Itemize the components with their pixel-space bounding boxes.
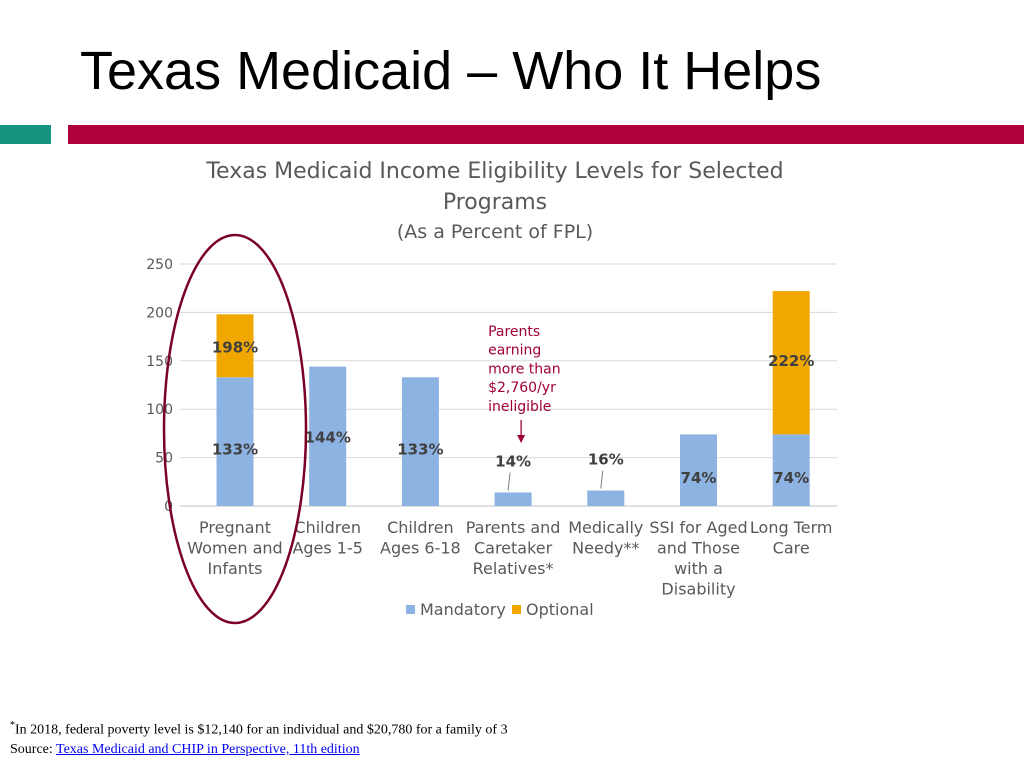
annotation-text: earning <box>488 343 541 359</box>
bar-optional <box>772 291 810 435</box>
data-label: 16% <box>588 451 624 469</box>
legend-swatch <box>512 605 521 614</box>
bar-mandatory <box>401 377 439 506</box>
y-tick-label: 250 <box>146 257 173 273</box>
annotation-arrowhead <box>517 435 526 443</box>
x-category-label: Long Term <box>750 518 833 537</box>
x-category-label: Infants <box>207 559 262 578</box>
annotation-text: Parents <box>488 324 540 340</box>
bar-optional <box>216 314 254 378</box>
chart-title: Texas Medicaid Income Eligibility Levels… <box>206 159 784 215</box>
annotation-text: more than <box>488 361 561 377</box>
legend-label: Optional <box>526 600 594 619</box>
bar-mandatory <box>772 434 810 506</box>
legend-label: Mandatory <box>420 600 506 619</box>
x-category-label: Children <box>387 518 454 537</box>
footnote-fpl: *In 2018, federal poverty level is $12,1… <box>10 716 508 740</box>
source-label: Source: <box>10 741 57 757</box>
data-label: 74% <box>681 469 717 487</box>
x-category-label: SSI for Aged <box>649 518 747 537</box>
data-label: 144% <box>305 429 351 447</box>
footnote-source: Source: Texas Medicaid and CHIP in Persp… <box>10 740 508 759</box>
x-category-label: Ages 1-5 <box>292 539 363 558</box>
x-category-label: Women and <box>187 539 282 558</box>
slide-title: Texas Medicaid – Who It Helps <box>80 41 822 101</box>
leader-line <box>507 472 511 491</box>
annotation-text: ineligible <box>488 399 551 415</box>
data-label: 222% <box>768 352 814 370</box>
x-category-label: Pregnant <box>199 518 271 537</box>
x-category-label: Caretaker <box>474 539 553 558</box>
footnote: *In 2018, federal poverty level is $12,1… <box>10 716 508 759</box>
source-link[interactable]: Texas Medicaid and CHIP in Perspective, … <box>56 741 360 757</box>
x-category-label: Medically <box>568 518 643 537</box>
bar-mandatory <box>680 434 717 506</box>
crimson-header-bar <box>68 125 1024 144</box>
data-label: 74% <box>773 469 809 487</box>
bar-mandatory <box>216 377 254 506</box>
data-label: 133% <box>397 441 443 459</box>
legend-swatch <box>406 605 415 614</box>
x-category-label: Relatives* <box>473 559 554 578</box>
x-category-label: Ages 6-18 <box>380 539 461 558</box>
y-tick-label: 200 <box>146 305 173 321</box>
x-category-label: and Those <box>657 539 740 558</box>
y-tick-label: 150 <box>146 354 173 370</box>
bar-mandatory <box>309 366 347 506</box>
data-label: 133% <box>212 441 258 459</box>
bar-mandatory <box>587 490 625 506</box>
x-category-label: Needy** <box>572 539 639 558</box>
bar-mandatory <box>494 492 532 506</box>
footnote-text: In 2018, federal poverty level is $12,14… <box>15 722 508 738</box>
data-label: 198% <box>212 338 258 356</box>
annotation-text: $2,760/yr <box>488 380 556 396</box>
chart-title-block: Texas Medicaid Income Eligibility Levels… <box>180 156 810 246</box>
y-tick-label: 100 <box>146 402 173 418</box>
leader-line <box>600 470 604 489</box>
x-category-label: Care <box>773 539 810 558</box>
x-category-label: Children <box>294 518 361 537</box>
data-label: 14% <box>495 452 531 470</box>
highlight-ellipse <box>162 233 308 625</box>
x-category-label: Disability <box>661 580 735 599</box>
chart-subtitle: (As a Percent of FPL) <box>396 221 594 243</box>
teal-accent-bar <box>0 125 51 144</box>
x-category-label: Parents and <box>466 518 561 537</box>
x-category-label: with a <box>674 559 723 578</box>
footnote-marker: * <box>10 720 15 731</box>
